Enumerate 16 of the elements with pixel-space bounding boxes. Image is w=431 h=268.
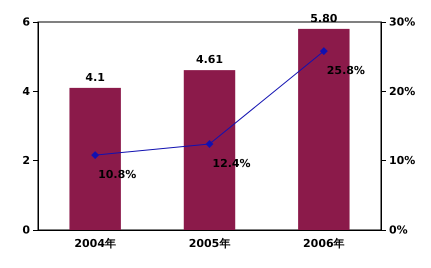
y-tick-label: 0 [22, 224, 30, 236]
x-tick-label: 2006年 [303, 237, 345, 250]
data-label: 4.1 [85, 70, 105, 84]
x-tick-label: 2004年 [74, 237, 116, 250]
data-label: 4.61 [196, 53, 224, 66]
point [320, 47, 328, 56]
y-tick-label: 2 [22, 154, 30, 168]
x-tick-label: 2005年 [188, 237, 230, 250]
y-tick-label: 4 [22, 84, 30, 98]
y2-tick-label: 20% [389, 84, 416, 98]
point [206, 140, 214, 148]
y2-tick-label: 0% [389, 224, 408, 236]
y2-tick-label: 10% [389, 154, 416, 168]
point [91, 151, 100, 160]
y-tick-label: 6 [22, 16, 30, 28]
y2-tick-label: 30% [389, 16, 416, 28]
